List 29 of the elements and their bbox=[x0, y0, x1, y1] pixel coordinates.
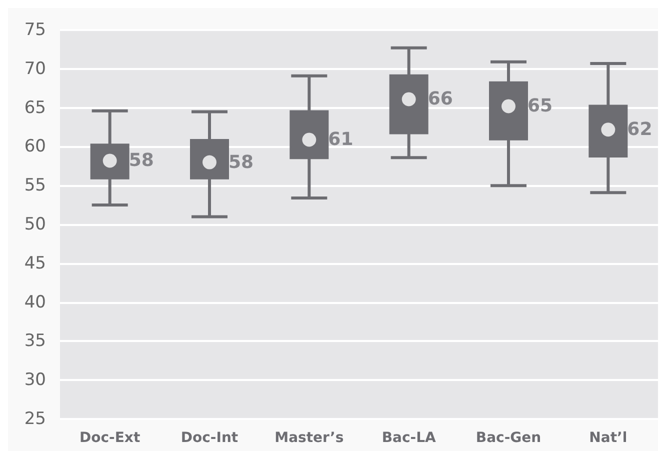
x-tick-label: Doc-Ext bbox=[80, 430, 140, 446]
x-tick-label: Bac-LA bbox=[382, 430, 436, 446]
y-tick-label: 65 bbox=[24, 98, 46, 118]
y-tick-label: 55 bbox=[24, 176, 46, 196]
y-tick-label: 30 bbox=[24, 370, 46, 390]
point bbox=[302, 132, 316, 147]
data-label: 65 bbox=[528, 96, 553, 117]
y-tick-label: 45 bbox=[24, 253, 46, 274]
point bbox=[102, 154, 117, 168]
data-label: 58 bbox=[128, 150, 154, 172]
x-tick-label: Nat’l bbox=[589, 430, 628, 446]
data-label: 66 bbox=[428, 88, 453, 110]
y-tick-label: 70 bbox=[24, 58, 46, 79]
data-label: 62 bbox=[627, 119, 652, 140]
point bbox=[402, 92, 416, 106]
y-tick-label: 60 bbox=[24, 136, 46, 157]
y-tick-label: 75 bbox=[24, 20, 46, 40]
y-tick-label: 40 bbox=[24, 292, 46, 312]
x-tick-label: Doc-Int bbox=[180, 430, 238, 446]
y-tick-label: 25 bbox=[24, 409, 46, 429]
data-label: 58 bbox=[228, 152, 254, 173]
y-tick-label: 35 bbox=[24, 331, 46, 352]
point bbox=[502, 99, 516, 114]
point bbox=[601, 122, 616, 137]
y-tick-label: 50 bbox=[24, 214, 46, 234]
point bbox=[202, 155, 216, 170]
x-tick-label: Bac-Gen bbox=[476, 430, 542, 446]
data-label: 61 bbox=[328, 129, 354, 150]
x-tick-label: Master’s bbox=[274, 430, 344, 446]
